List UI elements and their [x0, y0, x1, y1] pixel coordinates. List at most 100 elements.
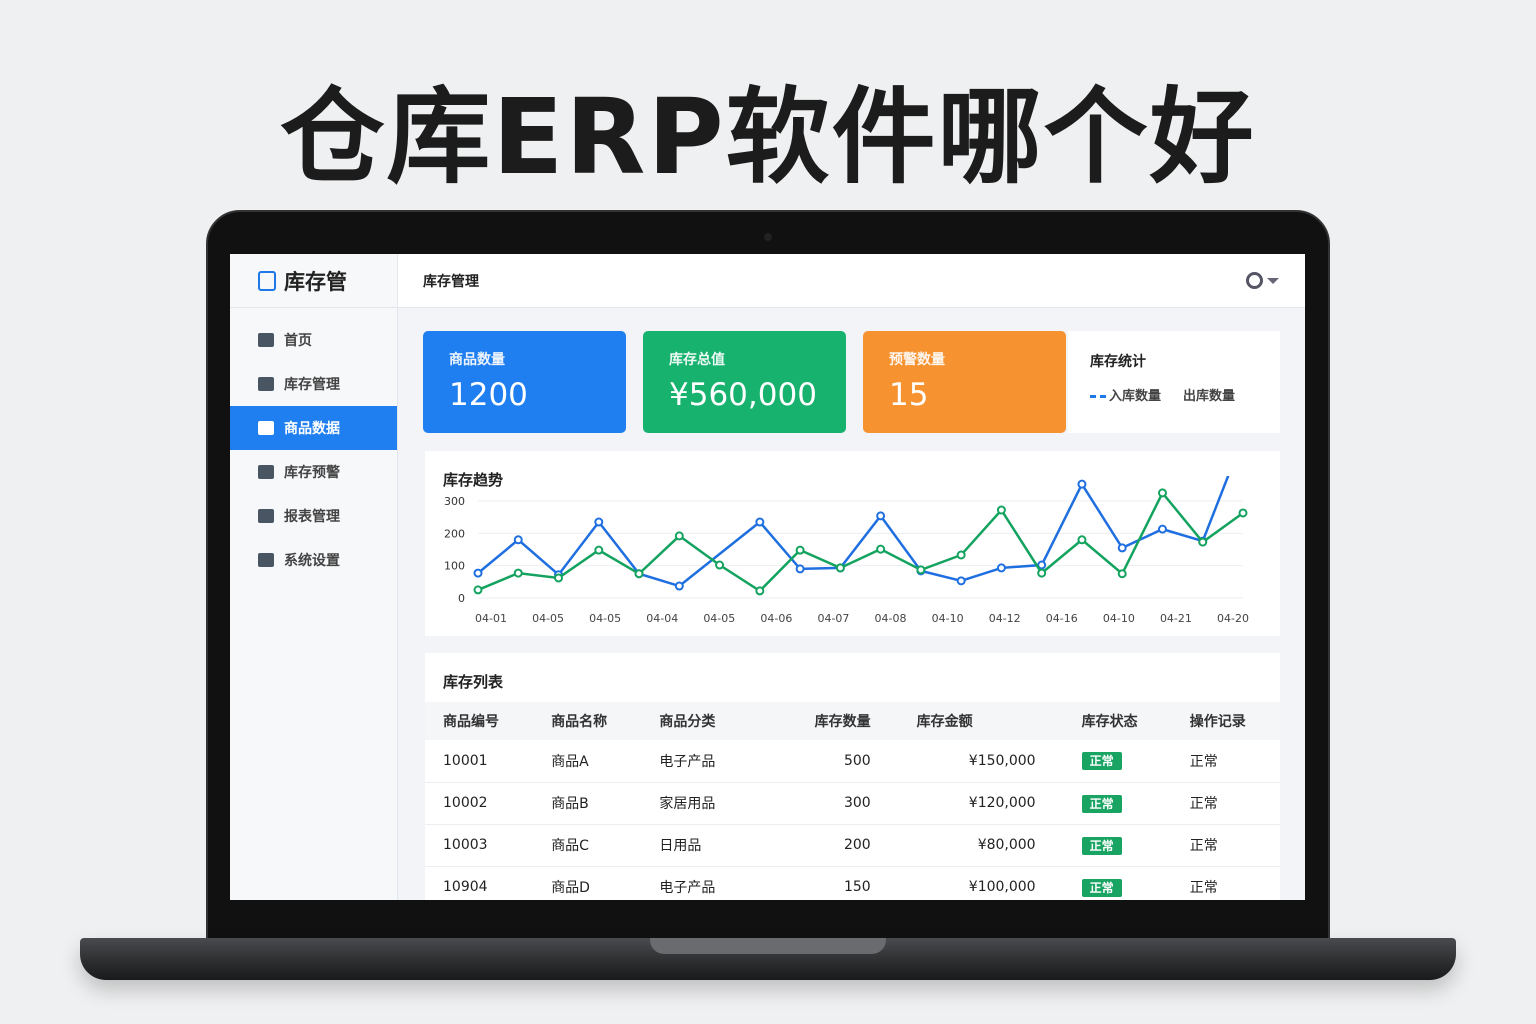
legend-title: 库存统计	[1090, 354, 1146, 370]
sidebar-item-label: 报表管理	[284, 509, 340, 525]
sidebar-item-label: 系统设置	[284, 553, 340, 569]
stat-value: ¥560,000	[669, 377, 817, 413]
chevron-down-icon[interactable]	[1267, 278, 1279, 284]
stat-label: 库存总值	[669, 352, 725, 368]
data-point[interactable]	[594, 545, 604, 555]
sidebar-item-label: 库存管理	[284, 377, 340, 393]
sidebar-nav: 首页库存管理商品数据库存预警报表管理系统设置	[230, 318, 397, 582]
table-cell: 商品D	[533, 866, 642, 900]
table-cell: 正常	[1171, 740, 1280, 783]
data-point[interactable]	[996, 563, 1006, 573]
table-row[interactable]: 10003 商品C 日用品 200 ¥80,000 正常 正常	[425, 824, 1280, 867]
box-icon	[258, 377, 274, 391]
data-point[interactable]	[513, 568, 523, 578]
data-point[interactable]	[1157, 524, 1167, 534]
x-tick-label: 04-10	[932, 612, 964, 625]
x-tick-label: 04-04	[646, 612, 678, 625]
data-point[interactable]	[1117, 569, 1127, 579]
brand[interactable]: 库存管	[230, 254, 397, 308]
sidebar-item[interactable]: 库存预警	[230, 450, 397, 494]
data-point[interactable]	[1037, 560, 1047, 570]
table-cell: ¥120,000	[898, 782, 1064, 825]
series-line	[477, 490, 1244, 593]
table-row[interactable]: 10002 商品B 家居用品 300 ¥120,000 正常 正常	[425, 782, 1280, 825]
chart-panel: 库存趋势 0 100 200 300 04-01 04-05 04-05 04-04 04-05…	[425, 451, 1280, 636]
data-point[interactable]	[674, 531, 684, 541]
table-cell: 日用品	[641, 824, 750, 867]
data-point[interactable]	[674, 581, 684, 591]
data-point[interactable]	[1037, 568, 1047, 578]
data-point[interactable]	[634, 569, 644, 579]
column-header[interactable]: 商品分类	[641, 702, 750, 740]
data-point[interactable]	[554, 573, 564, 583]
data-point[interactable]	[1157, 488, 1167, 498]
data-point[interactable]	[1077, 535, 1087, 545]
table-cell: ¥80,000	[898, 824, 1064, 867]
status-badge: 正常	[1081, 878, 1122, 897]
sidebar-item[interactable]: 首页	[230, 318, 397, 362]
data-point[interactable]	[473, 568, 483, 578]
sidebar-item[interactable]: 报表管理	[230, 494, 397, 538]
table-cell: 10904	[425, 866, 534, 900]
data-point[interactable]	[513, 535, 523, 545]
table-cell: 10002	[425, 782, 534, 825]
column-header[interactable]: 库存金额	[898, 702, 1064, 740]
data-point[interactable]	[795, 564, 805, 574]
table-row[interactable]: 10001 商品A 电子产品 500 ¥150,000 正常 正常	[425, 740, 1280, 783]
data-point[interactable]	[473, 585, 483, 595]
column-header[interactable]: 商品名称	[533, 702, 642, 740]
data-point[interactable]	[956, 576, 966, 586]
data-point[interactable]	[1198, 537, 1208, 547]
legend-item-in: 入库数量	[1090, 385, 1161, 404]
x-tick-label: 04-01	[475, 612, 507, 625]
data-point[interactable]	[1077, 479, 1087, 489]
y-tick-label: 200	[444, 527, 465, 540]
data-point[interactable]	[876, 511, 886, 521]
data-point[interactable]	[996, 505, 1006, 515]
data-point[interactable]	[835, 563, 845, 573]
column-header[interactable]: 库存状态	[1063, 702, 1172, 740]
data-point[interactable]	[755, 517, 765, 527]
table-cell: ¥100,000	[898, 866, 1064, 900]
data-point[interactable]	[594, 517, 604, 527]
data-point[interactable]	[956, 550, 966, 560]
status-badge: 正常	[1081, 836, 1122, 855]
legend-item-out: 出库数量	[1183, 389, 1236, 404]
column-header[interactable]: 商品编号	[425, 702, 534, 740]
column-header[interactable]: 库存数量	[749, 702, 899, 740]
table-cell: 电子产品	[641, 866, 750, 900]
stat-card[interactable]: 预警数量 15	[863, 331, 1066, 433]
sidebar-item[interactable]: 商品数据	[230, 406, 397, 450]
x-tick-label: 04-12	[989, 612, 1021, 625]
app-screen: 库存管 首页 库存管理 商品数据 库存预警 报表管理 系统设置 库存管理 商品数量 1200…	[230, 254, 1305, 900]
bar-chart-icon	[258, 509, 274, 523]
user-icon[interactable]	[1246, 272, 1263, 289]
table-cell: 10001	[425, 740, 534, 783]
table-cell: 500	[749, 740, 899, 783]
sidebar-item[interactable]: 库存管理	[230, 362, 397, 406]
data-point[interactable]	[715, 560, 725, 570]
x-tick-label: 04-08	[875, 612, 907, 625]
stat-card[interactable]: 商品数量 1200	[423, 331, 626, 433]
x-tick-label: 04-16	[1046, 612, 1078, 625]
x-tick-label: 04-05	[703, 612, 735, 625]
data-point[interactable]	[795, 545, 805, 555]
column-header[interactable]: 操作记录	[1171, 702, 1280, 740]
sidebar-item[interactable]: 系统设置	[230, 538, 397, 582]
data-point[interactable]	[1117, 543, 1127, 553]
table-row[interactable]: 10904 商品D 电子产品 150 ¥100,000 正常 正常	[425, 866, 1280, 900]
data-point[interactable]	[755, 586, 765, 596]
data-point[interactable]	[1238, 508, 1248, 518]
table-cell: 商品C	[533, 824, 642, 867]
table-cell: 300	[749, 782, 899, 825]
table-cell: 正常	[1171, 782, 1280, 825]
x-tick-label: 04-20	[1217, 612, 1249, 625]
data-point[interactable]	[916, 565, 926, 575]
status-badge: 正常	[1081, 752, 1122, 771]
stat-card[interactable]: 库存总值 ¥560,000	[643, 331, 846, 433]
table-cell: 正常	[1171, 866, 1280, 900]
page-title: 库存管理	[423, 273, 479, 290]
table-cell: 电子产品	[641, 740, 750, 783]
data-point[interactable]	[876, 544, 886, 554]
sidebar-item-label: 商品数据	[284, 421, 340, 437]
